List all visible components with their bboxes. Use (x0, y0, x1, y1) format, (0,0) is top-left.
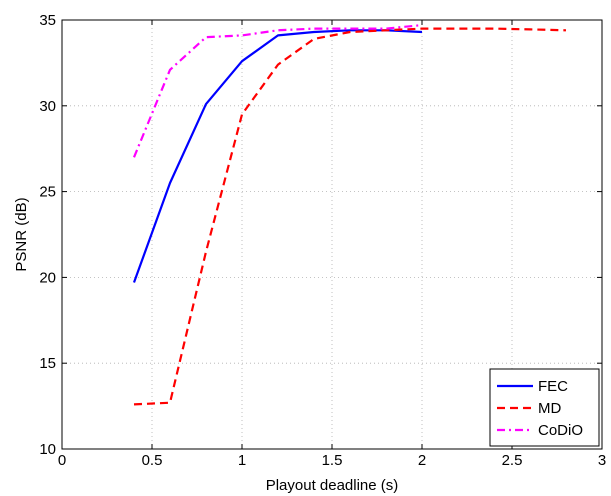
y-tick-label: 30 (39, 98, 56, 115)
x-tick-label: 1 (238, 452, 246, 469)
legend-label-codio: CoDiO (538, 422, 583, 439)
series-line-md (133, 27, 567, 406)
x-tick-label: 0.5 (142, 452, 163, 469)
y-tick-label: 10 (39, 441, 56, 458)
x-axis-label: Playout deadline (s) (266, 477, 399, 494)
axis-ticks: 0 0.5 1 1.5 2 2.5 3 10 15 20 25 30 35 (39, 12, 606, 469)
legend-label-md: MD (538, 400, 561, 417)
series-layer (132, 24, 567, 406)
legend-box (489, 368, 600, 447)
y-tick-label: 35 (39, 12, 56, 29)
y-tick-label: 25 (39, 184, 56, 201)
x-tick-label: 2 (418, 452, 426, 469)
x-tick-label: 1.5 (322, 452, 343, 469)
series-line-codio (132, 24, 423, 158)
x-tick-label: 0 (58, 452, 66, 469)
legend-label-fec: FEC (538, 378, 568, 395)
y-axis-label: PSNR (dB) (13, 197, 30, 271)
legend: FEC MD CoDiO (489, 368, 600, 447)
y-tick-label: 15 (39, 355, 56, 372)
y-tick-label: 20 (39, 269, 56, 286)
x-tick-label: 2.5 (502, 452, 523, 469)
x-tick-label: 3 (598, 452, 606, 469)
